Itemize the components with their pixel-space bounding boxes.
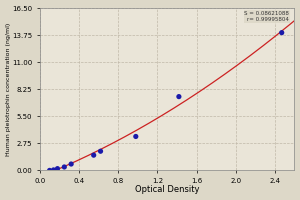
X-axis label: Optical Density: Optical Density <box>135 185 200 194</box>
Point <box>134 135 138 138</box>
Point <box>176 95 181 98</box>
Text: S = 0.08621088
r= 0.99995804: S = 0.08621088 r= 0.99995804 <box>244 11 290 22</box>
Point <box>98 150 103 153</box>
Point <box>55 167 60 170</box>
Point <box>69 162 74 166</box>
Point <box>91 154 96 157</box>
Y-axis label: Human pleiotrophin concentration (ng/ml): Human pleiotrophin concentration (ng/ml) <box>6 23 10 156</box>
Point <box>62 165 67 169</box>
Point <box>279 31 284 34</box>
Point <box>51 168 56 172</box>
Point <box>47 169 52 172</box>
